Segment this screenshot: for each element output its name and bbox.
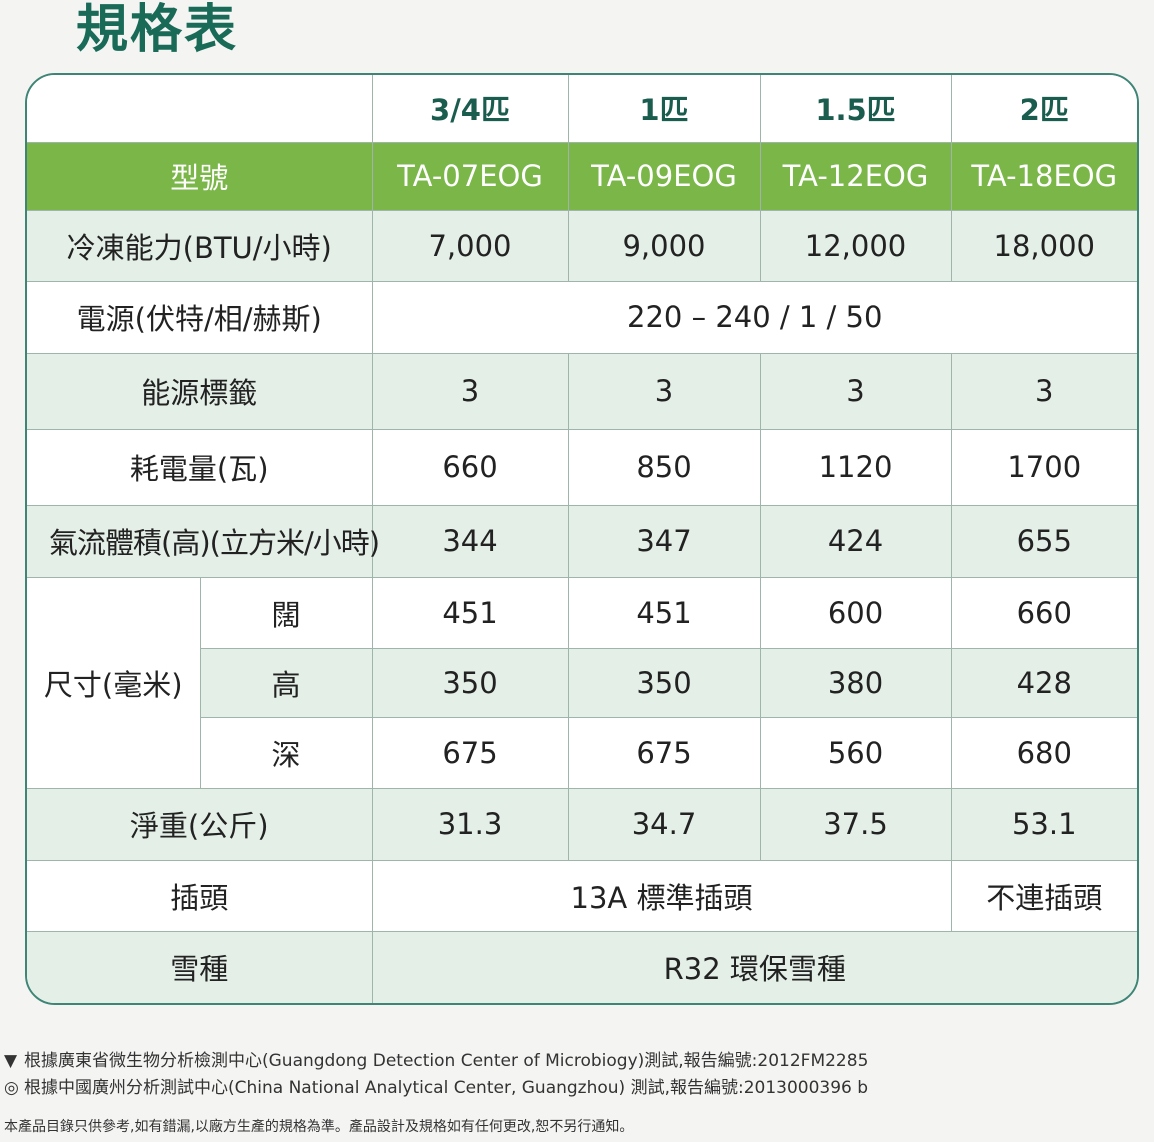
model-value: TA-07EOG: [371, 141, 569, 211]
dimensions-label: 尺寸(毫米): [27, 576, 201, 789]
footnote-text: 根據廣東省微生物分析檢測中心(Guangdong Detection Cente…: [24, 1051, 869, 1071]
cooling-value: 7,000: [371, 209, 569, 282]
model-row: 型號 TA-07EOG TA-09EOG TA-12EOG TA-18EOG: [27, 141, 1137, 211]
cooling-label: 冷凍能力(BTU/小時): [27, 209, 373, 282]
energy-label-value: 3: [759, 352, 952, 430]
dimension-width-value: 451: [567, 576, 761, 649]
dimension-height-label: 高: [200, 647, 373, 718]
dimension-width-value: 660: [950, 576, 1137, 649]
bullseye-icon: ◎: [4, 1078, 19, 1098]
power-supply-row: 電源(伏特/相/赫斯) 220 – 240 / 1 / 50: [27, 280, 1137, 354]
net-weight-value: 53.1: [950, 787, 1137, 861]
power-consumption-value: 850: [567, 428, 761, 506]
model-value: TA-12EOG: [759, 141, 952, 211]
dimension-depth-value: 675: [371, 716, 569, 789]
power-consumption-label: 耗電量(瓦): [27, 428, 373, 506]
dimension-depth-value: 560: [759, 716, 952, 789]
page-title: 規格表: [76, 0, 239, 60]
model-value: TA-18EOG: [950, 141, 1137, 211]
footnotes: ▼ 根據廣東省微生物分析檢測中心(Guangdong Detection Cent…: [4, 1048, 868, 1102]
dimension-height-value: 380: [759, 647, 952, 718]
footnote: ▼ 根據廣東省微生物分析檢測中心(Guangdong Detection Cent…: [4, 1048, 868, 1075]
plug-label: 插頭: [27, 859, 373, 932]
net-weight-row: 淨重(公斤) 31.3 34.7 37.5 53.1: [27, 787, 1137, 861]
footnote-text: 根據中國廣州分析測試中心(China National Analytical C…: [24, 1078, 869, 1098]
airflow-value: 424: [759, 504, 952, 578]
energy-label-label: 能源標籤: [27, 352, 373, 430]
power-consumption-value: 1120: [759, 428, 952, 506]
dimension-height-row: 高 350 350 380 428: [27, 647, 1137, 718]
net-weight-value: 31.3: [371, 787, 569, 861]
capacity-header: 2匹: [950, 75, 1137, 143]
refrigerant-value: R32 環保雪種: [371, 930, 1137, 1003]
airflow-value: 347: [567, 504, 761, 578]
dimension-height-value: 350: [567, 647, 761, 718]
plug-none-value: 不連插頭: [950, 859, 1137, 932]
dimension-width-value: 600: [759, 576, 952, 649]
triangle-down-icon: ▼: [4, 1051, 18, 1071]
cooling-value: 12,000: [759, 209, 952, 282]
plug-standard-value: 13A 標準插頭: [371, 859, 952, 932]
airflow-row: 氣流體積(高)(立方米/小時) 344 347 424 655: [27, 504, 1137, 578]
dimension-depth-row: 深 675 675 560 680: [27, 716, 1137, 789]
dimension-width-row: 尺寸(毫米) 闊 451 451 600 660: [27, 576, 1137, 789]
dimension-width-label: 闊: [199, 576, 373, 649]
energy-label-value: 3: [950, 352, 1137, 430]
capacity-header: 1匹: [567, 75, 761, 143]
cooling-value: 9,000: [567, 209, 761, 282]
power-consumption-value: 660: [371, 428, 569, 506]
model-label: 型號: [27, 141, 373, 211]
net-weight-value: 37.5: [759, 787, 952, 861]
cooling-row: 冷凍能力(BTU/小時) 7,000 9,000 12,000 18,000: [27, 209, 1137, 282]
cooling-value: 18,000: [950, 209, 1137, 282]
dimension-height-value: 428: [950, 647, 1137, 718]
net-weight-label: 淨重(公斤): [27, 787, 373, 861]
airflow-label: 氣流體積(高)(立方米/小時): [27, 504, 380, 578]
spec-table: 3/4匹 1匹 1.5匹 2匹 型號 TA-07EOG TA-09EOG TA-…: [27, 75, 1137, 1003]
capacity-header: 3/4匹: [371, 75, 569, 143]
footnote: ◎ 根據中國廣州分析測試中心(China National Analytical …: [4, 1075, 868, 1102]
energy-label-value: 3: [567, 352, 761, 430]
airflow-value: 655: [950, 504, 1137, 578]
power-supply-value: 220 – 240 / 1 / 50: [371, 280, 1137, 354]
dimension-width-value: 451: [371, 576, 569, 649]
model-value: TA-09EOG: [567, 141, 761, 211]
disclaimer: 本產品目錄只供參考,如有錯漏,以廠方生產的規格為準。產品設計及規格如有任何更改,…: [4, 1119, 634, 1135]
net-weight-value: 34.7: [567, 787, 761, 861]
dimension-height-value: 350: [371, 647, 569, 718]
energy-label-row: 能源標籤 3 3 3 3: [27, 352, 1137, 430]
power-consumption-value: 1700: [950, 428, 1137, 506]
header-corner: [27, 75, 373, 143]
spec-table-frame: 3/4匹 1匹 1.5匹 2匹 型號 TA-07EOG TA-09EOG TA-…: [25, 73, 1139, 1005]
refrigerant-row: 雪種 R32 環保雪種: [27, 930, 1137, 1003]
power-supply-label: 電源(伏特/相/赫斯): [27, 280, 373, 354]
dimension-depth-label: 深: [200, 716, 373, 789]
energy-label-value: 3: [371, 352, 569, 430]
power-consumption-row: 耗電量(瓦) 660 850 1120 1700: [27, 428, 1137, 506]
refrigerant-label: 雪種: [27, 930, 373, 1003]
plug-row: 插頭 13A 標準插頭 不連插頭: [27, 859, 1137, 932]
dimension-depth-value: 680: [950, 716, 1137, 789]
dimension-depth-value: 675: [567, 716, 761, 789]
capacity-header-row: 3/4匹 1匹 1.5匹 2匹: [27, 75, 1137, 143]
capacity-header: 1.5匹: [759, 75, 952, 143]
airflow-value: 344: [371, 504, 569, 578]
